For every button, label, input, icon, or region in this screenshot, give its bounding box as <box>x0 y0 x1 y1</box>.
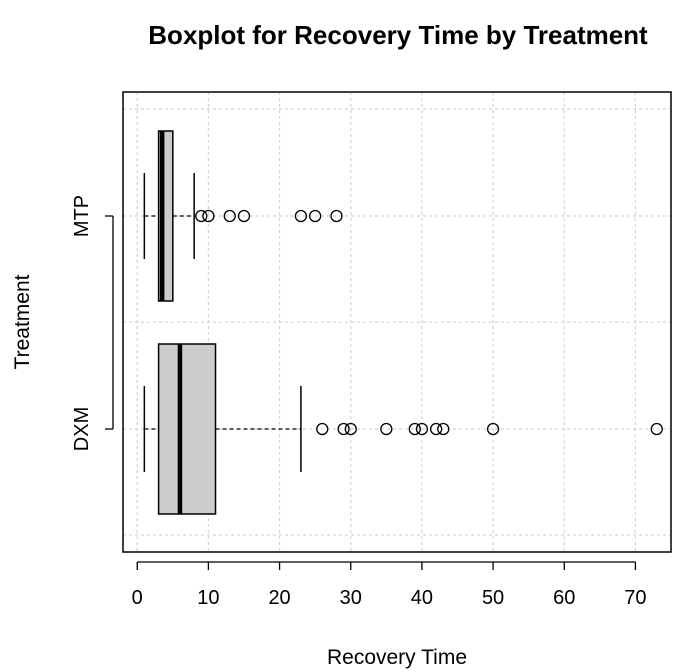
y-axis: DXM MTP <box>71 195 114 451</box>
y-tick-label-mtp: MTP <box>71 195 93 237</box>
x-tick-label: 30 <box>340 587 362 609</box>
x-axis-label: Recovery Time <box>327 646 467 669</box>
box-iqr <box>157 343 217 515</box>
outlier-point <box>316 422 329 436</box>
box-group-mtp <box>143 130 343 302</box>
box-group-dxm <box>143 343 663 515</box>
outlier-point <box>330 209 343 223</box>
outlier-point <box>380 422 393 436</box>
x-tick-label: 70 <box>624 587 646 609</box>
outlier-point <box>223 209 236 223</box>
x-tick-label: 0 <box>132 587 143 609</box>
x-axis: 0 10 20 30 40 50 60 70 <box>132 561 647 609</box>
outlier-point <box>408 422 421 436</box>
x-tick-label: 50 <box>482 587 504 609</box>
outlier-point <box>337 422 350 436</box>
outlier-point <box>195 209 208 223</box>
box-layer <box>143 130 663 515</box>
outlier-point <box>202 209 215 223</box>
outlier-point <box>429 422 443 436</box>
chart-title: Boxplot for Recovery Time by Treatment <box>148 20 648 50</box>
grid-lines <box>123 92 671 552</box>
plot-frame <box>122 91 672 553</box>
y-axis-label: Treatment <box>11 274 34 369</box>
x-tick-label: 60 <box>553 587 575 609</box>
outlier-point <box>650 422 663 436</box>
outlier-point <box>309 209 322 223</box>
x-tick-label: 10 <box>197 587 219 609</box>
outlier-point <box>344 422 357 436</box>
outlier-point <box>486 422 500 436</box>
y-tick-label-dxm: DXM <box>71 407 93 451</box>
x-tick-label: 20 <box>268 587 290 609</box>
x-tick-label: 40 <box>411 587 433 609</box>
outlier-point <box>415 422 429 436</box>
outlier-point <box>437 422 450 436</box>
outlier-point <box>237 209 251 223</box>
outlier-point <box>294 209 308 223</box>
